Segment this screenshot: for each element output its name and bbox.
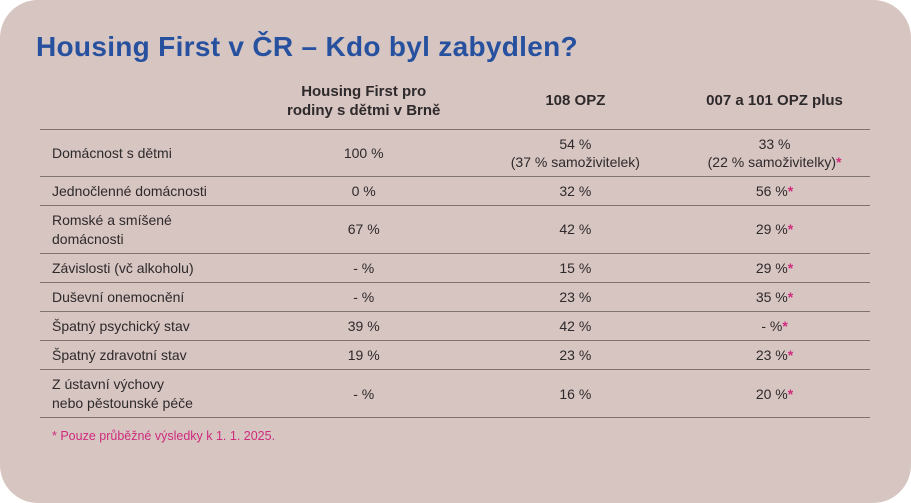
table-row: Závislosti (vč alkoholu) - % 15 % 29 %* (40, 254, 870, 283)
cell-brno: 39 % (347, 318, 380, 335)
comparison-table: Housing First pro rodiny s dětmi v Brně … (40, 79, 870, 418)
column-header-housing-first-brno: Housing First pro rodiny s dětmi v Brně (287, 83, 441, 119)
cell-brno: - % (353, 385, 375, 402)
cell-108-opz: 32 % (559, 183, 592, 200)
cell-108-opz: 42 % (559, 221, 592, 238)
cell-007-101-opz-plus: 56 %* (755, 183, 794, 200)
cell-007-101-opz-plus: 33 % (22 % samoživitelky)* (707, 135, 842, 170)
cell-108-opz: 15 % (559, 259, 592, 276)
table-row: Domácnost s dětmi 100 % 54 % (37 % samož… (40, 130, 870, 178)
cell-brno: 0 % (351, 183, 376, 200)
asterisk-marker: * (787, 347, 794, 364)
cell-007-101-opz-plus: 20 %* (755, 385, 794, 402)
asterisk-marker: * (787, 385, 794, 402)
row-label: Romské a smíšené domácnosti (52, 212, 172, 247)
row-label: Domácnost s dětmi (52, 144, 172, 161)
cell-brno: 19 % (347, 347, 380, 364)
cell-brno: - % (353, 259, 375, 276)
asterisk-marker: * (787, 259, 794, 276)
row-label: Duševní onemocnění (52, 288, 185, 305)
row-label: Závislosti (vč alkoholu) (52, 259, 194, 276)
table-row: Špatný zdravotní stav 19 % 23 % 23 %* (40, 341, 870, 371)
table-row: Romské a smíšené domácnosti 67 % 42 % 29… (40, 206, 870, 254)
table-row: Z ústavní výchovy nebo pěstounské péče -… (40, 370, 870, 418)
cell-108-opz: 54 % (37 % samoživitelek) (510, 135, 640, 170)
asterisk-marker: * (836, 153, 842, 170)
cell-108-opz: 23 % (559, 288, 592, 305)
cell-007-101-opz-plus: 29 %* (755, 221, 794, 238)
cell-brno: 100 % (343, 144, 384, 161)
cell-108-opz: 16 % (559, 385, 592, 402)
column-header-108-opz: 108 OPZ (545, 92, 606, 110)
table-header-row: Housing First pro rodiny s dětmi v Brně … (40, 79, 870, 130)
asterisk-marker: * (782, 318, 788, 335)
table-row: Špatný psychický stav 39 % 42 % - %* (40, 312, 870, 342)
cell-007-101-opz-plus: 29 %* (755, 259, 794, 276)
asterisk-marker: * (787, 221, 794, 238)
row-label: Špatný psychický stav (52, 318, 190, 335)
cell-007-101-opz-plus: - %* (761, 318, 788, 335)
cell-brno: - % (353, 288, 375, 305)
table-row: Duševní onemocnění - % 23 % 35 %* (40, 283, 870, 313)
asterisk-marker: * (787, 183, 794, 200)
row-label: Špatný zdravotní stav (52, 347, 187, 364)
cell-108-opz: 23 % (559, 347, 592, 364)
column-header-empty (40, 98, 256, 110)
cell-007-101-opz-plus: 35 %* (755, 288, 794, 305)
cell-108-opz: 42 % (559, 318, 592, 335)
cell-007-101-opz-plus: 23 %* (755, 347, 794, 364)
row-label: Jednočlenné domácnosti (52, 183, 207, 200)
asterisk-marker: * (787, 288, 794, 305)
row-label: Z ústavní výchovy nebo pěstounské péče (52, 376, 193, 411)
footnote: * Pouze průběžné výsledky k 1. 1. 2025. (52, 428, 276, 443)
column-header-007-101-opz-plus: 007 a 101 OPZ plus (706, 92, 843, 110)
table-row: Jednočlenné domácnosti 0 % 32 % 56 %* (40, 177, 870, 207)
cell-brno: 67 % (347, 221, 380, 238)
page-title: Housing First v ČR – Kdo byl zabydlen? (36, 31, 578, 62)
